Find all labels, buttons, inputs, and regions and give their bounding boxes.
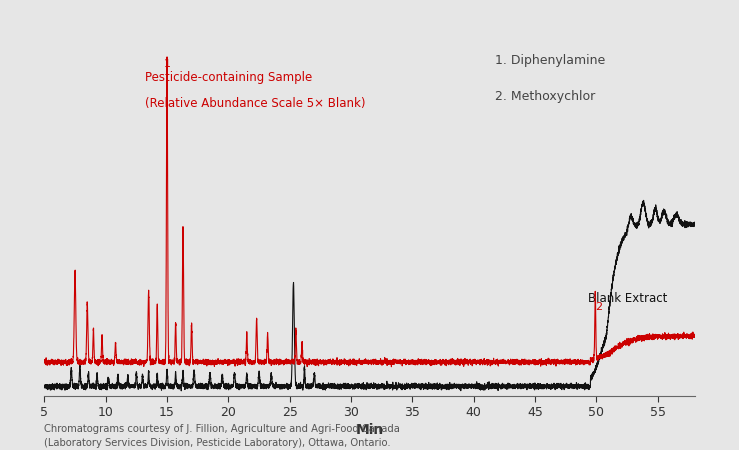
X-axis label: Min: Min [355, 423, 384, 437]
Text: Pesticide-containing Sample: Pesticide-containing Sample [145, 71, 313, 84]
Text: Blank Extract: Blank Extract [588, 292, 667, 305]
Text: (Relative Abundance Scale 5× Blank): (Relative Abundance Scale 5× Blank) [145, 97, 366, 110]
Text: 1: 1 [163, 59, 171, 69]
Text: Chromatograms courtesy of J. Fillion, Agriculture and Agri-Food Canada
(Laborato: Chromatograms courtesy of J. Fillion, Ag… [44, 424, 401, 448]
Text: 2: 2 [596, 302, 602, 312]
Text: 1. Diphenylamine: 1. Diphenylamine [495, 54, 605, 67]
Text: 2. Methoxychlor: 2. Methoxychlor [495, 90, 596, 103]
